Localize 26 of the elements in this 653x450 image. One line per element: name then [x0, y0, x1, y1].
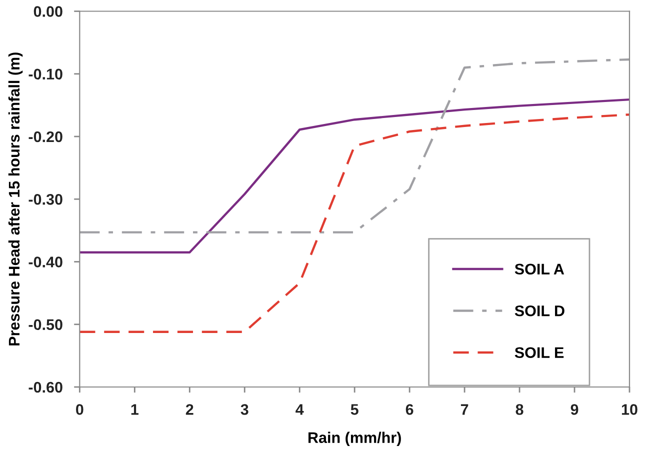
x-tick-label: 10: [622, 404, 638, 415]
x-tick-label: 2: [186, 404, 194, 415]
x-tick-label: 9: [570, 404, 578, 415]
y-tick-label: -0.60: [28, 382, 62, 393]
x-tick-label: 5: [350, 404, 358, 415]
x-tick-label: 7: [460, 404, 468, 415]
x-axis-title: Rain (mm/hr): [308, 432, 401, 446]
legend-label: SOIL E: [514, 347, 564, 358]
line-series: [80, 58, 630, 234]
x-tick-label: 3: [240, 404, 248, 415]
x-tick-label: 6: [406, 404, 414, 415]
y-tick-label: 0.00: [34, 6, 62, 17]
x-tick-label: 8: [516, 404, 524, 415]
y-tick-label: -0.40: [28, 256, 62, 268]
y-tick-label: -0.20: [28, 131, 62, 142]
line-series: [80, 113, 630, 333]
x-tick-label: 0: [76, 404, 84, 415]
legend-label: SOIL D: [514, 305, 564, 316]
y-tick-label: -0.10: [28, 68, 62, 80]
y-tick-label: -0.50: [28, 319, 62, 330]
legend-label: SOIL A: [514, 264, 564, 275]
y-axis-title: Pressure Head after 15 hours rainfall (m): [8, 52, 23, 346]
x-tick-label: 4: [296, 404, 304, 415]
x-tick-label: 1: [131, 404, 138, 415]
y-tick-label: -0.30: [28, 194, 62, 205]
line-series: [80, 98, 630, 254]
